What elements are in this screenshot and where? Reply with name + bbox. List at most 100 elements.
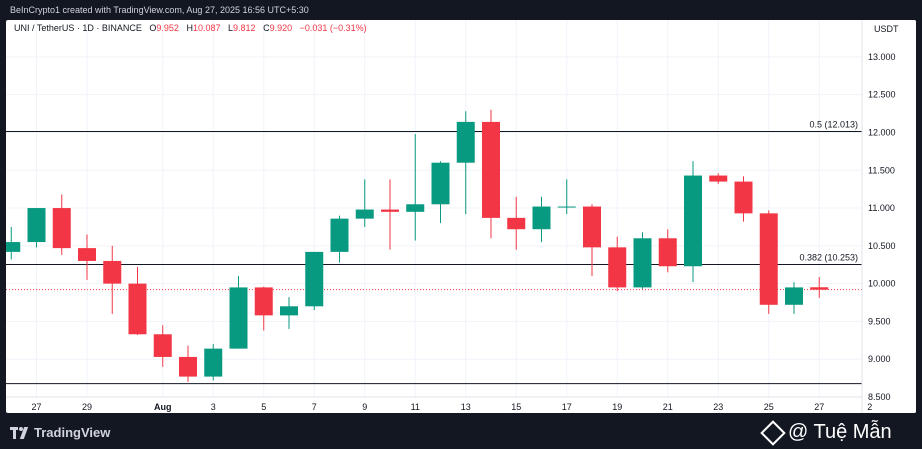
candle[interactable] (482, 109, 500, 239)
footer-bar: TradingView @ Tuệ Mẫn (0, 413, 922, 449)
candle[interactable] (254, 286, 273, 331)
chart-legend: UNI / TetherUS · 1D · BINANCE O9.952 H10… (14, 23, 367, 33)
low-label: L (228, 23, 234, 33)
level-label: 0.382 (10.253) (799, 253, 858, 263)
price-axis[interactable]: 13.000 12.500 12.000 11.500 11.000 10.500 10.0… (861, 20, 916, 413)
candle[interactable] (810, 277, 829, 298)
candle[interactable] (27, 208, 46, 248)
y-tick-label: 11.000 (868, 203, 895, 213)
candle-body (583, 206, 601, 248)
x-tick-label: 29 (82, 402, 92, 412)
x-tick-label: 27 (814, 402, 824, 412)
candle[interactable] (330, 215, 349, 263)
header-bar: BeInCrypto1 created with TradingView.com… (0, 0, 922, 20)
candle[interactable] (684, 161, 702, 283)
credit-text: BeInCrypto1 created with TradingView.com… (10, 5, 309, 15)
candle[interactable] (532, 196, 551, 243)
candle[interactable] (456, 111, 475, 215)
candle[interactable] (633, 232, 652, 289)
candlestick-chart[interactable]: 0.5 (12.013)0.382 (10.253)8.6779.92012:3… (6, 20, 916, 413)
candle[interactable] (406, 133, 425, 241)
candle[interactable] (103, 245, 122, 314)
tradingview-logo[interactable]: TradingView (10, 425, 110, 440)
price-axis-background (862, 20, 916, 413)
x-tick-label: 3 (211, 402, 216, 412)
chart-panel[interactable]: 0.5 (12.013)0.382 (10.253)8.6779.92012:3… (6, 20, 916, 413)
candles (6, 109, 829, 382)
candle[interactable] (204, 344, 223, 381)
candle[interactable] (179, 345, 197, 382)
tradingview-logo-icon (10, 426, 30, 439)
time-axis[interactable]: 27 29 Aug 3 5 7 9 11 13 15 17 19 21 23 25 27 2 (6, 396, 872, 412)
x-tick-label: 27 (31, 402, 41, 412)
x-tick-label: 21 (663, 402, 673, 412)
symbol-label: UNI / TetherUS · 1D · BINANCE (14, 23, 142, 33)
candle-body (27, 208, 46, 243)
candle-body (557, 206, 576, 208)
candle[interactable] (229, 276, 248, 349)
candle[interactable] (78, 234, 96, 280)
candle-body (204, 348, 223, 377)
candle[interactable] (658, 229, 677, 273)
y-tick-label: 11.500 (868, 165, 895, 175)
candle-body (305, 251, 324, 307)
x-tick-label: 7 (312, 402, 317, 412)
candle[interactable] (280, 297, 298, 329)
candle-body (684, 175, 702, 267)
change-value: −0.031 (−0.31%) (299, 23, 367, 33)
candle[interactable] (128, 267, 147, 336)
close-label: C (263, 23, 270, 33)
candle-body (179, 356, 197, 377)
candle-body (759, 213, 778, 305)
candle[interactable] (381, 179, 399, 250)
candle[interactable] (709, 173, 728, 184)
candle-body (456, 121, 475, 163)
candle-body (280, 306, 298, 316)
y-tick-label: 9.000 (868, 354, 891, 364)
candle-body (254, 287, 273, 316)
candle[interactable] (785, 282, 803, 314)
x-tick-label: 15 (511, 402, 521, 412)
candle-body (507, 217, 526, 230)
candle-body (532, 206, 551, 230)
watermark: @ Tuệ Mẫn (760, 419, 892, 446)
y-tick-label: 10.000 (868, 279, 896, 289)
currency-label: USDT (874, 24, 899, 34)
y-tick-label: 12.500 (868, 90, 896, 100)
y-tick-label: 9.500 (868, 316, 891, 326)
candle[interactable] (759, 210, 778, 314)
open-label: O (149, 23, 157, 33)
candle[interactable] (734, 176, 753, 222)
candle-body (734, 181, 753, 214)
candle[interactable] (6, 226, 21, 260)
candle[interactable] (355, 179, 374, 227)
candle-body (785, 287, 803, 305)
candle-body (633, 238, 652, 288)
candle-body (709, 175, 728, 182)
candle-body (482, 121, 500, 218)
candle[interactable] (153, 325, 172, 367)
candle[interactable] (52, 194, 71, 255)
candle[interactable] (507, 196, 526, 250)
open-value: 9.952 (156, 23, 179, 33)
y-tick-label: 12.000 (868, 127, 896, 137)
candle-body (128, 283, 147, 335)
high-value: 10.087 (192, 23, 221, 33)
candle[interactable] (583, 204, 601, 277)
watermark-text: @ Tuệ Mẫn (788, 421, 892, 443)
y-tick-label: 10.500 (868, 241, 896, 251)
x-tick-label: 19 (612, 402, 622, 412)
high-label: H (186, 23, 193, 33)
candle-body (658, 238, 677, 267)
candle[interactable] (431, 161, 450, 224)
x-tick-label: 9 (362, 402, 367, 412)
candle[interactable] (557, 179, 576, 215)
low-value: 9.812 (233, 23, 256, 33)
candle[interactable] (305, 251, 324, 311)
candle-body (381, 209, 399, 212)
candle-body (330, 218, 349, 252)
x-tick-label: 17 (562, 402, 572, 412)
candle-body (6, 242, 21, 252)
candle[interactable] (608, 236, 627, 292)
x-tick-label: 13 (461, 402, 471, 412)
